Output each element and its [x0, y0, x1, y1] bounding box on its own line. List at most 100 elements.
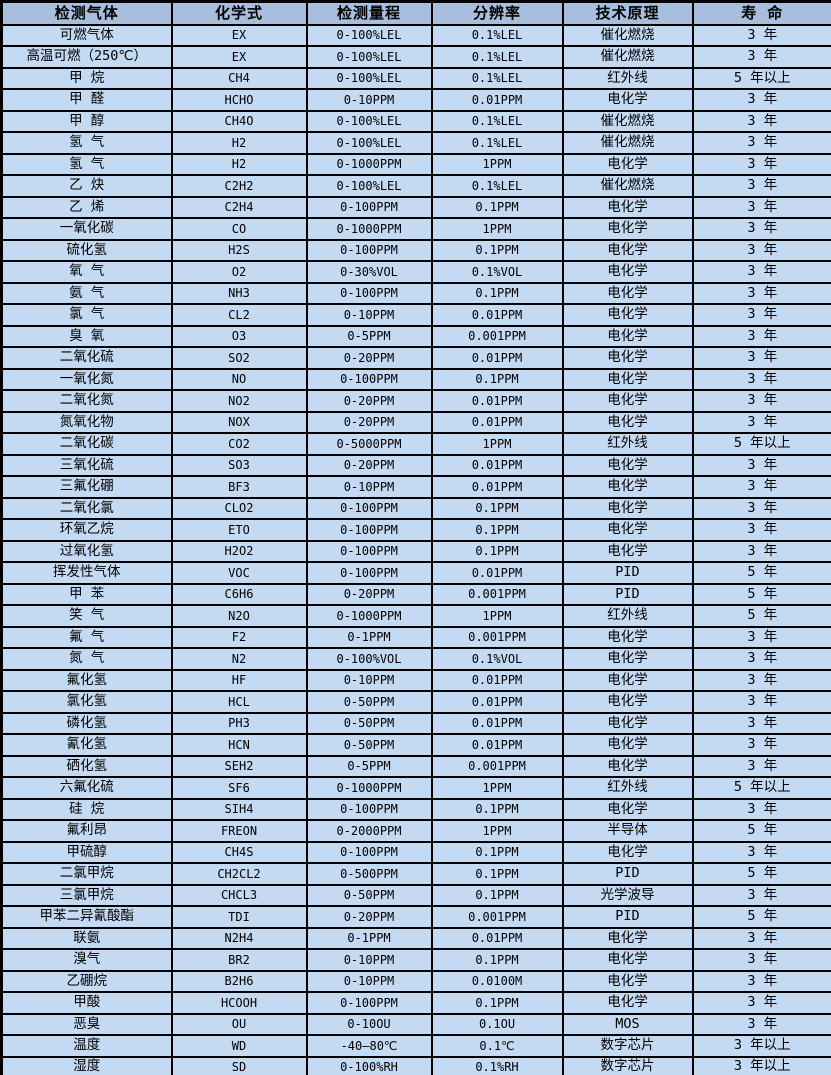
cell-formula: HCN [170, 733, 308, 757]
cell-gas: 三氯甲烷 [0, 883, 173, 907]
table-row: 甲 醇 CH4O 0-100%LEL 0.1%LEL 催化燃烧 3 年 [0, 109, 831, 133]
cell-formula: TDI [170, 905, 308, 929]
cell-lifespan: 3 年 [691, 324, 831, 348]
cell-gas: 氢 气 [0, 131, 173, 155]
cell-principle: 数字芯片 [561, 1055, 694, 1075]
cell-principle: 电化学 [561, 152, 694, 176]
cell-principle: 催化燃烧 [561, 109, 694, 133]
table-row: 氯 气 CL2 0-10PPM 0.01PPM 电化学 3 年 [0, 303, 831, 327]
cell-resolution: 0.01PPM [430, 88, 564, 112]
cell-gas: 挥发性气体 [0, 561, 173, 585]
cell-resolution: 0.01PPM [430, 475, 564, 499]
table-row: 乙硼烷 B2H6 0-10PPM 0.0100M 电化学 3 年 [0, 969, 831, 993]
cell-range: 0-100PPM [305, 281, 433, 305]
column-header-resolution: 分辨率 [430, 0, 564, 26]
cell-principle: 电化学 [561, 625, 694, 649]
cell-gas: 氮 气 [0, 647, 173, 671]
cell-range: 0-100%LEL [305, 174, 433, 198]
cell-lifespan: 3 年 [691, 303, 831, 327]
cell-formula: HF [170, 668, 308, 692]
cell-gas: 氯化氢 [0, 690, 173, 714]
cell-principle: 电化学 [561, 754, 694, 778]
cell-formula: ETO [170, 518, 308, 542]
cell-range: 0-20PPM [305, 410, 433, 434]
cell-range: 0-100PPM [305, 797, 433, 821]
cell-resolution: 0.001PPM [430, 324, 564, 348]
cell-lifespan: 5 年 [691, 862, 831, 886]
cell-resolution: 0.1%LEL [430, 109, 564, 133]
cell-lifespan: 3 年 [691, 152, 831, 176]
table-row: 温度 WD -40—80℃ 0.1℃ 数字芯片 3 年以上 [0, 1034, 831, 1058]
table-row: 高温可燃（250℃） EX 0-100%LEL 0.1%LEL 催化燃烧 3 年 [0, 45, 831, 69]
cell-range: 0-100%LEL [305, 131, 433, 155]
cell-formula: C2H2 [170, 174, 308, 198]
table-row: 二氧化氯 CLO2 0-100PPM 0.1PPM 电化学 3 年 [0, 496, 831, 520]
column-header-principle: 技术原理 [561, 0, 694, 26]
table-row: 氧 气 O2 0-30%VOL 0.1%VOL 电化学 3 年 [0, 260, 831, 284]
cell-range: 0-1000PPM [305, 152, 433, 176]
cell-resolution: 0.0100M [430, 969, 564, 993]
cell-resolution: 0.01PPM [430, 733, 564, 757]
table-row: 硅 烷 SIH4 0-100PPM 0.1PPM 电化学 3 年 [0, 797, 831, 821]
cell-resolution: 1PPM [430, 819, 564, 843]
cell-resolution: 0.1℃ [430, 1034, 564, 1058]
cell-resolution: 0.001PPM [430, 582, 564, 606]
column-header-gas: 检测气体 [0, 0, 173, 26]
table-row: 三氯甲烷 CHCL3 0-50PPM 0.1PPM 光学波导 3 年 [0, 883, 831, 907]
table-row: 甲 醛 HCHO 0-10PPM 0.01PPM 电化学 3 年 [0, 88, 831, 112]
cell-lifespan: 3 年 [691, 539, 831, 563]
table-row: 氢 气 H2 0-100%LEL 0.1%LEL 催化燃烧 3 年 [0, 131, 831, 155]
cell-range: 0-10PPM [305, 948, 433, 972]
cell-lifespan: 3 年 [691, 948, 831, 972]
table-row: 联氨 N2H4 0-1PPM 0.01PPM 电化学 3 年 [0, 926, 831, 950]
cell-lifespan: 3 年 [691, 969, 831, 993]
table-row: 甲 苯 C6H6 0-20PPM 0.001PPM PID 5 年 [0, 582, 831, 606]
column-header-lifespan: 寿 命 [691, 0, 831, 26]
cell-formula: HCL [170, 690, 308, 714]
cell-range: 0-100%RH [305, 1055, 433, 1075]
cell-formula: CHCL3 [170, 883, 308, 907]
table-row: 甲 烷 CH4 0-100%LEL 0.1%LEL 红外线 5 年以上 [0, 66, 831, 90]
cell-formula: CH2CL2 [170, 862, 308, 886]
cell-principle: 电化学 [561, 260, 694, 284]
table-row: 氨 气 NH3 0-100PPM 0.1PPM 电化学 3 年 [0, 281, 831, 305]
cell-formula: N2 [170, 647, 308, 671]
cell-principle: 电化学 [561, 926, 694, 950]
cell-principle: 电化学 [561, 410, 694, 434]
cell-formula: CO [170, 217, 308, 241]
cell-gas: 乙硼烷 [0, 969, 173, 993]
table-row: 氟化氢 HF 0-10PPM 0.01PPM 电化学 3 年 [0, 668, 831, 692]
cell-lifespan: 5 年 [691, 561, 831, 585]
cell-resolution: 1PPM [430, 604, 564, 628]
cell-lifespan: 3 年 [691, 518, 831, 542]
cell-principle: 电化学 [561, 88, 694, 112]
cell-lifespan: 5 年以上 [691, 776, 831, 800]
cell-range: 0-2000PPM [305, 819, 433, 843]
cell-gas: 乙 烯 [0, 195, 173, 219]
cell-lifespan: 3 年 [691, 733, 831, 757]
cell-lifespan: 3 年 [691, 367, 831, 391]
cell-lifespan: 3 年 [691, 109, 831, 133]
table-row: 氟利昂 FREON 0-2000PPM 1PPM 半导体 5 年 [0, 819, 831, 843]
table-row: 恶臭 OU 0-10OU 0.1OU MOS 3 年 [0, 1012, 831, 1036]
cell-resolution: 0.1PPM [430, 948, 564, 972]
cell-formula: CH4O [170, 109, 308, 133]
cell-lifespan: 3 年 [691, 475, 831, 499]
cell-principle: 电化学 [561, 389, 694, 413]
cell-principle: 红外线 [561, 66, 694, 90]
cell-range: 0-100%LEL [305, 109, 433, 133]
cell-formula: BR2 [170, 948, 308, 972]
table-row: 可燃气体 EX 0-100%LEL 0.1%LEL 催化燃烧 3 年 [0, 23, 831, 47]
cell-range: 0-5PPM [305, 324, 433, 348]
cell-resolution: 0.001PPM [430, 905, 564, 929]
table-row: 甲酸 HCOOH 0-100PPM 0.1PPM 电化学 3 年 [0, 991, 831, 1015]
cell-gas: 甲 烷 [0, 66, 173, 90]
cell-principle: 电化学 [561, 518, 694, 542]
cell-principle: 电化学 [561, 238, 694, 262]
table-row: 磷化氢 PH3 0-50PPM 0.01PPM 电化学 3 年 [0, 711, 831, 735]
table-row: 乙 烯 C2H4 0-100PPM 0.1PPM 电化学 3 年 [0, 195, 831, 219]
cell-lifespan: 3 年 [691, 453, 831, 477]
cell-gas: 溴气 [0, 948, 173, 972]
cell-range: 0-100PPM [305, 496, 433, 520]
